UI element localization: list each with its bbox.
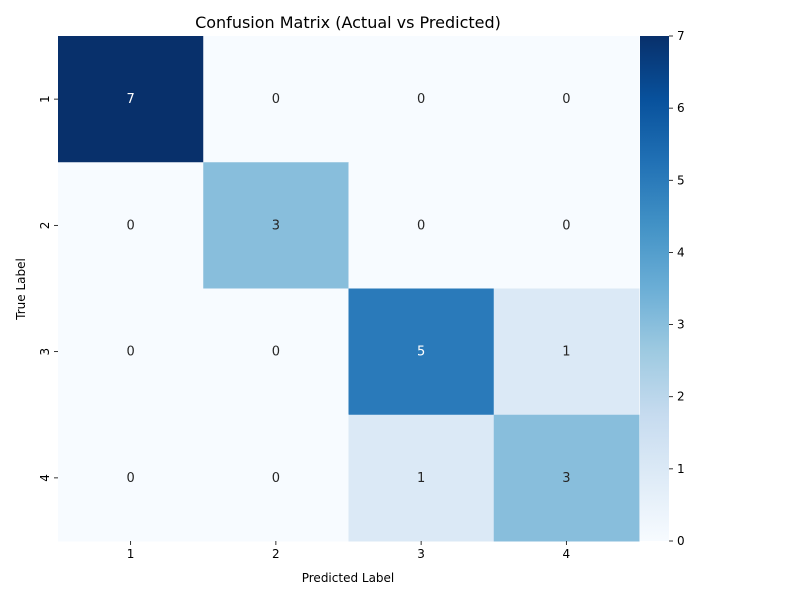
x-tick-label: 3 — [417, 547, 425, 561]
heatmap-cell — [493, 162, 640, 289]
cell-annotation: 0 — [126, 471, 134, 486]
colorbar-tick-label: 0 — [677, 534, 685, 548]
heatmap-cell — [203, 288, 349, 416]
colorbar-tick-label: 2 — [677, 390, 685, 404]
x-tick-label: 2 — [272, 547, 280, 561]
colorbar-tick-label: 7 — [677, 29, 685, 43]
cell-annotations: 7 0 0 00 3 0 00 0 5 10 0 1 3 — [126, 92, 570, 486]
y-tick-label: 1 — [38, 95, 52, 103]
cell-annotation: 3 — [562, 471, 570, 486]
heatmap-cell — [348, 162, 495, 289]
heatmap-cell — [493, 414, 640, 542]
cell-annotation: 0 — [562, 92, 570, 107]
y-tick-label: 4 — [38, 474, 52, 482]
heatmap-cell — [493, 288, 640, 416]
heatmap-cells — [58, 36, 640, 542]
cell-annotation: 0 — [126, 345, 134, 360]
cell-annotation: 0 — [272, 345, 280, 360]
colorbar — [640, 36, 669, 541]
cell-annotation: 1 — [562, 345, 570, 360]
cell-annotation: 3 — [272, 218, 280, 233]
cell-annotation: 0 — [272, 92, 280, 107]
heatmap-cell — [58, 36, 204, 163]
x-axis-label: Predicted Label — [302, 571, 395, 585]
colorbar-tick-label: 4 — [677, 245, 685, 259]
heatmap-cell — [58, 414, 204, 542]
chart-title: Confusion Matrix (Actual vs Predicted) — [195, 13, 501, 32]
cell-annotation: 1 — [417, 471, 425, 486]
cell-annotation: 0 — [126, 218, 134, 233]
x-axis: 1 2 3 4 — [127, 541, 570, 561]
colorbar-tick-label: 5 — [677, 173, 685, 187]
heatmap-cell — [58, 288, 204, 416]
cell-annotation: 5 — [417, 345, 425, 360]
y-tick-label: 3 — [38, 348, 52, 356]
cell-annotation: 7 — [126, 92, 134, 107]
heatmap-cell — [348, 288, 495, 416]
colorbar-tick-label: 6 — [677, 101, 685, 115]
cell-annotation: 0 — [562, 218, 570, 233]
x-tick-label: 4 — [563, 547, 571, 561]
y-axis: 1 2 3 4 — [38, 95, 58, 482]
x-tick-label: 1 — [127, 547, 135, 561]
cell-annotation: 0 — [417, 92, 425, 107]
heatmap-cell — [348, 414, 495, 542]
heatmap-cell — [203, 414, 349, 542]
y-tick-label: 2 — [38, 222, 52, 230]
colorbar-tick-label: 1 — [677, 462, 685, 476]
heatmap-cell — [348, 36, 495, 163]
colorbar-axis: 0 1 2 3 4 5 6 7 — [669, 29, 685, 548]
heatmap-cell — [203, 162, 349, 289]
heatmap-cell — [58, 162, 204, 289]
colorbar-tick-label: 3 — [677, 318, 685, 332]
heatmap-cell — [203, 36, 349, 163]
y-axis-label: True Label — [14, 258, 28, 321]
cell-annotation: 0 — [272, 471, 280, 486]
heatmap-cell — [493, 36, 640, 163]
cell-annotation: 0 — [417, 218, 425, 233]
